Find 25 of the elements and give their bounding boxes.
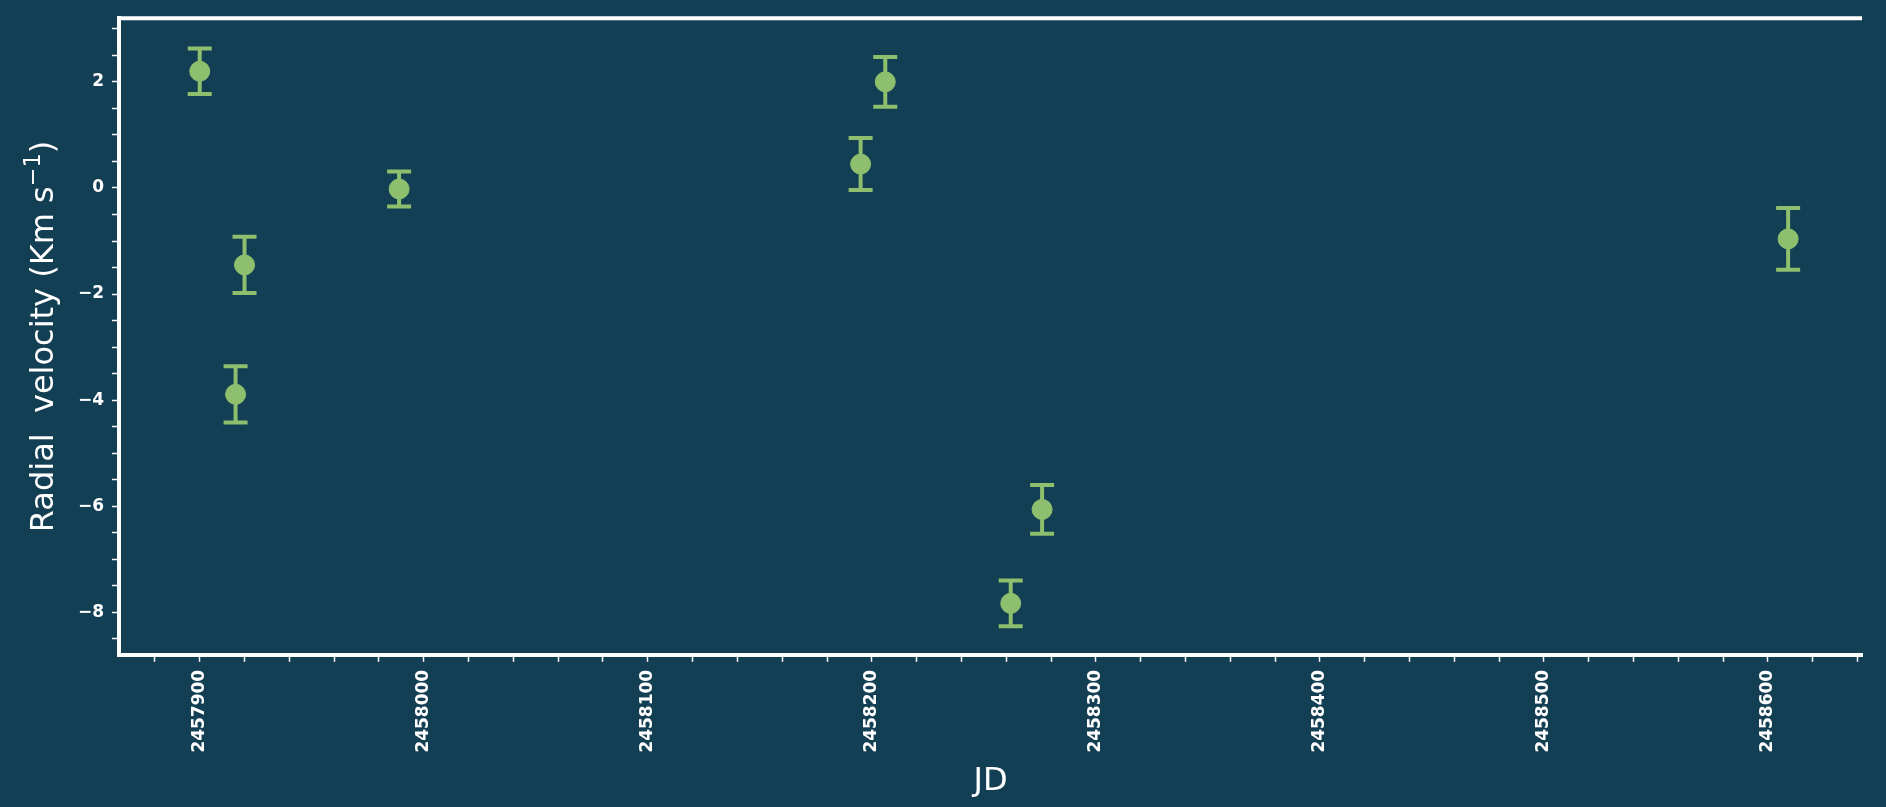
point — [1031, 498, 1053, 520]
point — [189, 60, 211, 82]
y-tick-label: 2 — [92, 70, 105, 91]
x-tick-label: 2458400 — [1308, 669, 1329, 753]
point — [1000, 592, 1022, 614]
x-tick-label: 2458000 — [412, 669, 433, 753]
y-tick-label: 0 — [92, 176, 105, 197]
y-tick-label: −6 — [77, 494, 105, 515]
x-axis-title: JD — [971, 760, 1008, 799]
point — [1777, 228, 1799, 250]
x-tick-label: 2457900 — [188, 669, 209, 753]
x-tick-label: 2458500 — [1532, 669, 1553, 753]
y-tick-label: −2 — [77, 282, 105, 303]
point — [234, 254, 256, 276]
x-tick-label: 2458300 — [1084, 669, 1105, 753]
y-tick-label: −8 — [77, 600, 105, 621]
x-tick-label: 2458100 — [636, 669, 657, 753]
x-tick-label: 2458600 — [1756, 669, 1777, 753]
point — [225, 383, 247, 405]
y-axis-title: Radial velocity (Km s−1) — [18, 140, 62, 533]
point — [850, 153, 872, 175]
point — [874, 71, 896, 93]
point — [388, 178, 410, 200]
x-tick-label: 2458200 — [860, 669, 881, 753]
y-tick-label: −4 — [77, 388, 105, 409]
